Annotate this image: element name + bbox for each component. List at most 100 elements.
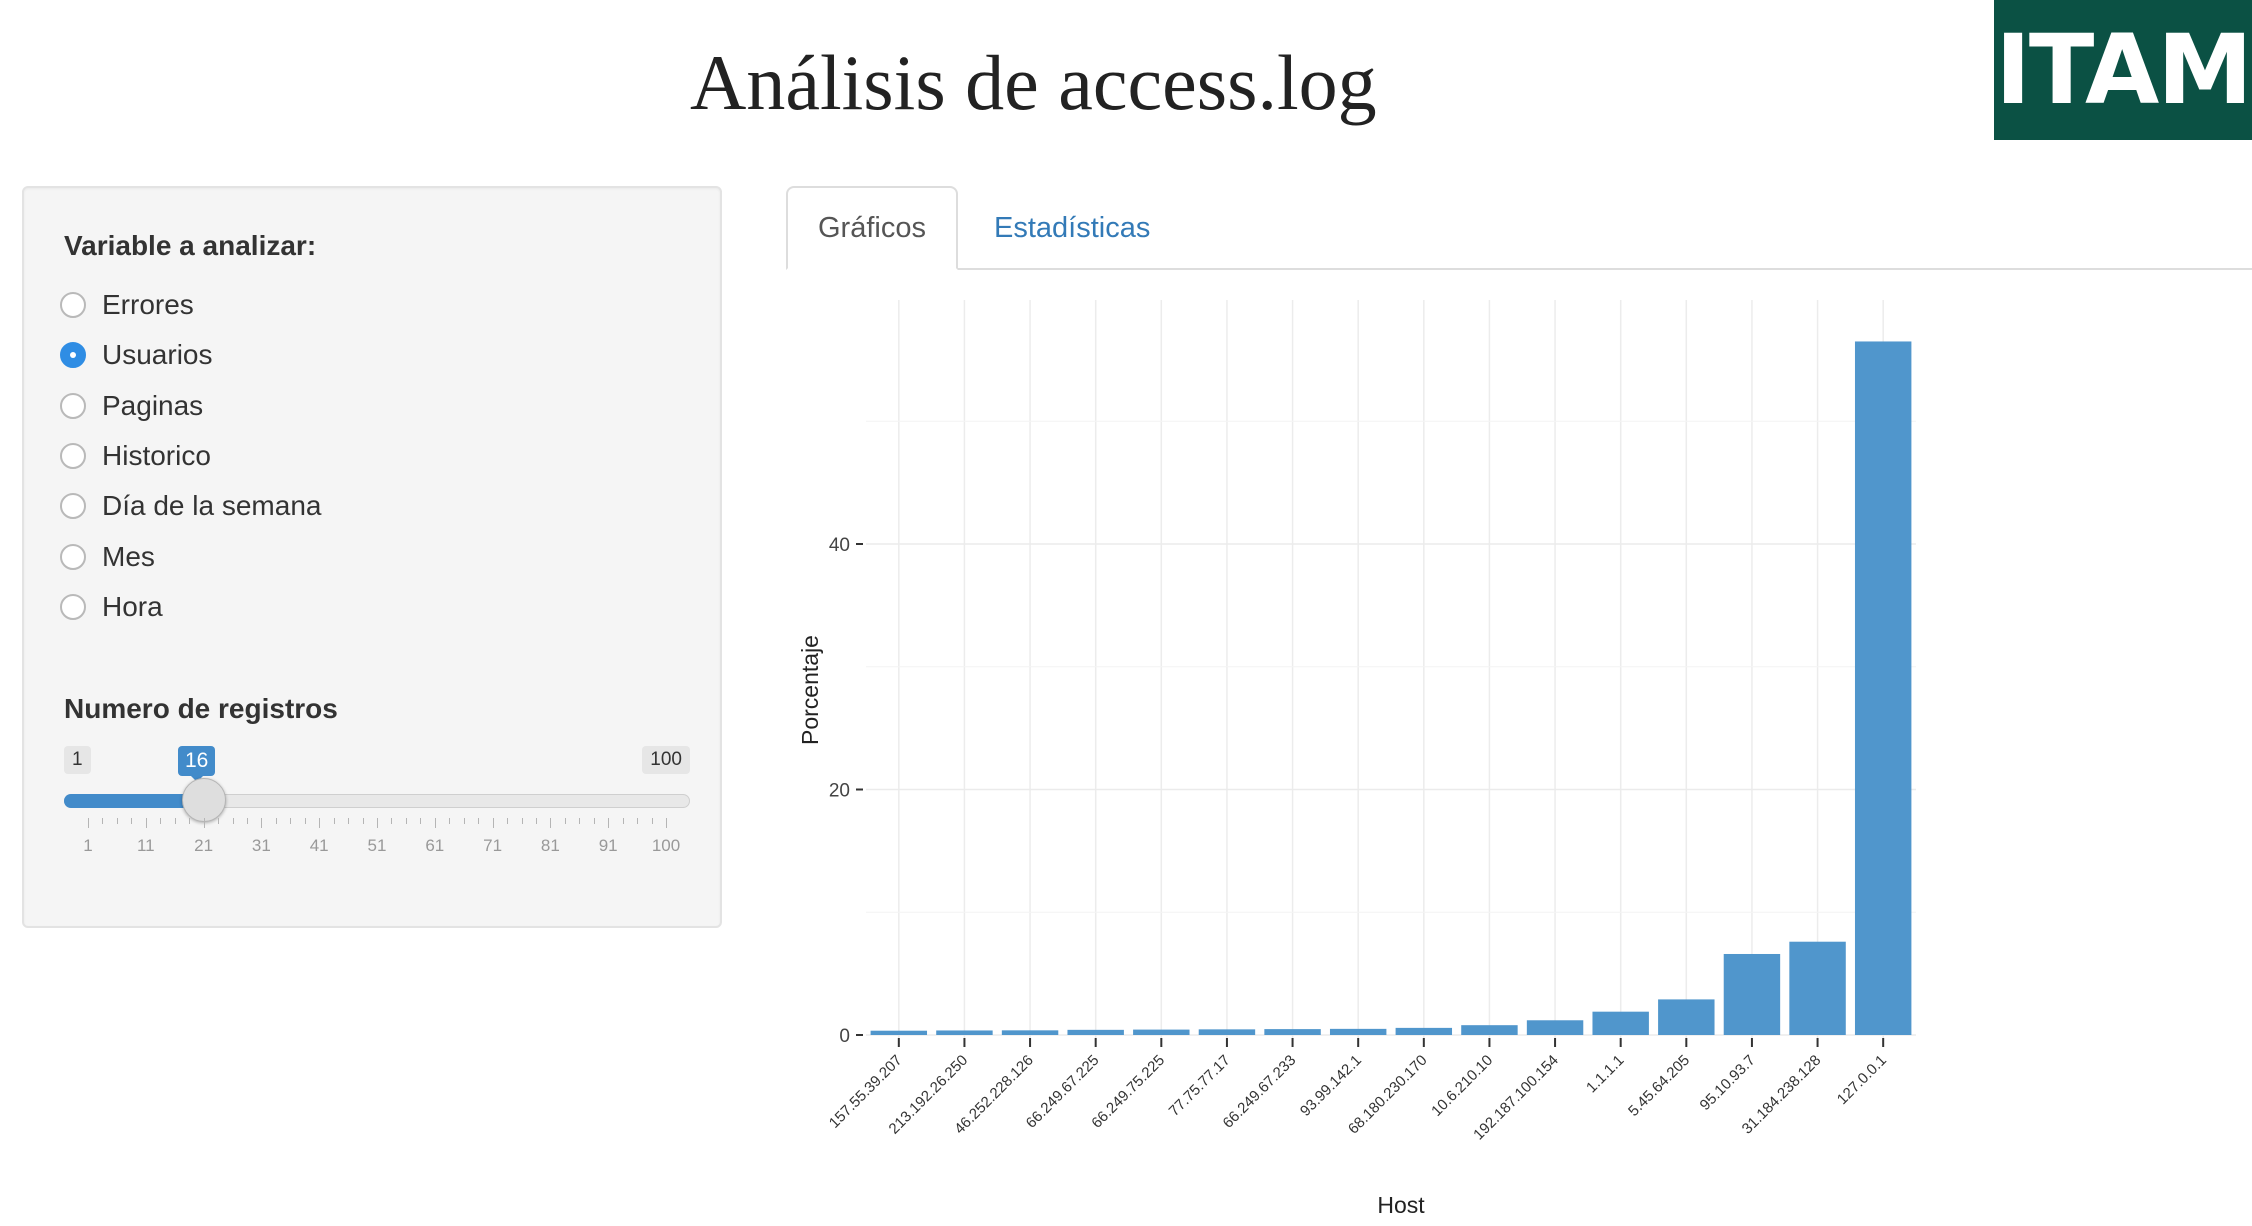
radio-button[interactable] xyxy=(60,392,86,419)
slider-minor-tick xyxy=(564,818,566,824)
radio-option-errores[interactable]: Errores xyxy=(60,280,321,330)
slider-minor-tick xyxy=(391,818,393,824)
radio-button[interactable] xyxy=(60,342,86,369)
slider-grid-label: 41 xyxy=(309,836,329,855)
y-tick-label: 40 xyxy=(829,535,850,556)
slider-min-label: 1 xyxy=(64,746,91,774)
bar-95.10.93.7 xyxy=(1723,953,1781,1035)
tab-estadisticas[interactable]: Estadísticas xyxy=(994,211,1151,244)
itam-logo: ITAM xyxy=(1994,0,2252,140)
slider-minor-tick xyxy=(333,818,335,824)
slider-minor-tick xyxy=(637,818,639,824)
radio-button[interactable] xyxy=(60,443,86,470)
slider-major-tick xyxy=(608,818,610,828)
bar-1.1.1.1 xyxy=(1592,1011,1649,1035)
slider-minor-tick xyxy=(275,818,277,824)
slider-max-label: 100 xyxy=(642,746,690,774)
slider-minor-tick xyxy=(174,818,176,824)
slider-grid: 1 11 21 31 41 51 61 71 81 91 100 xyxy=(64,818,690,868)
radio-option-historico[interactable]: Historico xyxy=(60,431,321,481)
radio-label: Historico xyxy=(102,440,211,472)
x-tick-label: 77.75.77.17 xyxy=(1166,1052,1234,1120)
slider-grid-label: 11 xyxy=(136,836,155,855)
slider-minor-tick xyxy=(131,818,133,824)
slider-grid-label: 100 xyxy=(651,836,681,855)
variable-radio-group: Errores Usuarios Paginas Historico Día de la… xyxy=(60,280,321,632)
slider-major-tick xyxy=(203,818,205,828)
slider-minor-tick xyxy=(348,818,350,824)
x-tick-label: 1.1.1.1 xyxy=(1583,1052,1627,1096)
bar-213.192.26.250 xyxy=(936,1030,993,1035)
bar-66.249.75.225 xyxy=(1133,1029,1190,1035)
logo-text: ITAM xyxy=(1995,14,2252,126)
slider-minor-tick xyxy=(622,818,624,824)
x-axis-title: Host xyxy=(1377,1192,1425,1218)
radio-button[interactable] xyxy=(60,493,86,520)
page-title: Análisis de access.log xyxy=(690,39,1377,126)
x-tick-label: 127.0.0.1 xyxy=(1834,1052,1890,1108)
slider-minor-tick xyxy=(405,818,407,824)
radio-button[interactable] xyxy=(60,292,86,319)
slider-minor-tick xyxy=(232,818,234,824)
bar-66.249.67.233 xyxy=(1264,1029,1321,1035)
radio-option-mes[interactable]: Mes xyxy=(60,531,321,581)
bar-66.249.67.225 xyxy=(1067,1029,1124,1035)
radio-button[interactable] xyxy=(60,543,86,570)
x-tick-label: 95.10.93.7 xyxy=(1697,1052,1759,1114)
radio-option-usuarios[interactable]: Usuarios xyxy=(60,330,321,380)
radio-label: Errores xyxy=(102,289,194,321)
slider-minor-tick xyxy=(651,818,653,824)
slider-major-tick xyxy=(550,818,552,828)
slider-minor-tick xyxy=(304,818,306,824)
slider-major-tick xyxy=(666,818,667,828)
radio-label: Hora xyxy=(102,590,163,622)
records-slider[interactable]: 1 16 100 1 11 21 31 41 51 61 71 81 91 100 xyxy=(64,740,690,880)
radio-label: Paginas xyxy=(102,389,204,421)
slider-minor-tick xyxy=(593,818,595,824)
slider-grid-label: 1 xyxy=(83,836,93,855)
bar-77.75.77.17 xyxy=(1198,1029,1256,1035)
slider-minor-tick xyxy=(507,818,509,824)
slider-minor-tick xyxy=(478,818,480,824)
slider-minor-tick xyxy=(160,818,162,824)
slider-grid-label: 31 xyxy=(251,836,271,855)
bar-10.6.210.10 xyxy=(1461,1025,1518,1035)
slider-minor-tick xyxy=(218,818,220,824)
slider-grid-label: 21 xyxy=(194,836,214,855)
slider-handle[interactable] xyxy=(182,778,227,822)
slider-minor-tick xyxy=(463,818,465,824)
bar-127.0.0.1 xyxy=(1854,341,1912,1035)
radio-option-día-de-la-semana[interactable]: Día de la semana xyxy=(60,481,321,531)
slider-minor-tick xyxy=(362,818,364,824)
y-tick-label: 0 xyxy=(839,1026,850,1047)
bar-68.180.230.170 xyxy=(1395,1027,1453,1035)
slider-grid-label: 61 xyxy=(425,836,445,855)
sidebar-panel: Variable a analizar: Errores Usuarios Pagi… xyxy=(22,186,722,928)
slider-value-label: 16 xyxy=(178,746,216,782)
bar-46.252.228.126 xyxy=(1001,1030,1059,1035)
radio-option-hora[interactable]: Hora xyxy=(60,582,321,632)
radio-label: Mes xyxy=(102,540,155,572)
tab-bar: Gráficos Estadísticas xyxy=(786,186,2252,270)
slider-major-tick xyxy=(377,818,378,828)
slider-minor-tick xyxy=(290,818,292,824)
y-tick-label: 20 xyxy=(829,781,850,802)
radio-button[interactable] xyxy=(60,593,86,620)
bar-93.99.142.1 xyxy=(1329,1028,1387,1035)
slider-grid-label: 71 xyxy=(483,836,503,855)
slider-major-tick xyxy=(261,818,263,828)
tab-graficos[interactable]: Gráficos xyxy=(786,186,958,270)
slider-minor-tick xyxy=(116,818,118,824)
slider-minor-tick xyxy=(579,818,581,824)
x-tick-label: 93.99.142.1 xyxy=(1297,1052,1365,1120)
slider-minor-tick xyxy=(449,818,451,824)
slider-grid-label: 81 xyxy=(540,836,560,855)
radio-option-paginas[interactable]: Paginas xyxy=(60,381,321,431)
y-axis-title: Porcentaje xyxy=(797,635,823,745)
bar-31.184.238.128 xyxy=(1789,941,1846,1035)
slider-grid-label: 91 xyxy=(598,836,618,855)
slider-grid-label: 51 xyxy=(367,836,387,855)
chart-svg: 02040157.55.39.207213.192.26.25046.252.2… xyxy=(797,300,1916,1218)
slider-minor-tick xyxy=(189,818,191,824)
slider-minor-tick xyxy=(420,818,422,824)
